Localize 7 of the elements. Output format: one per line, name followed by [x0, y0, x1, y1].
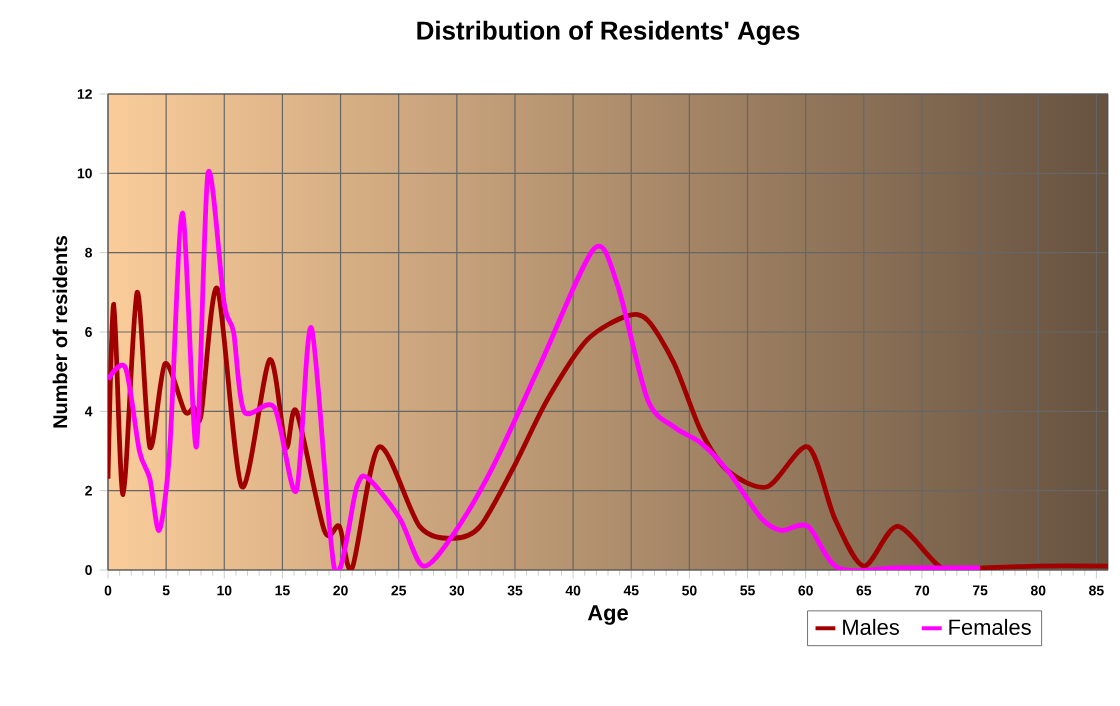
y-axis-title: Number of residents: [52, 235, 68, 428]
line-series: [108, 170, 983, 570]
x-axis-title: Age: [587, 605, 628, 625]
chart-title: Distribution of Residents' Ages: [417, 20, 800, 46]
line-series: [108, 285, 1109, 570]
legend-label: Males: [843, 618, 899, 635]
legend-label: Females: [949, 618, 1031, 635]
